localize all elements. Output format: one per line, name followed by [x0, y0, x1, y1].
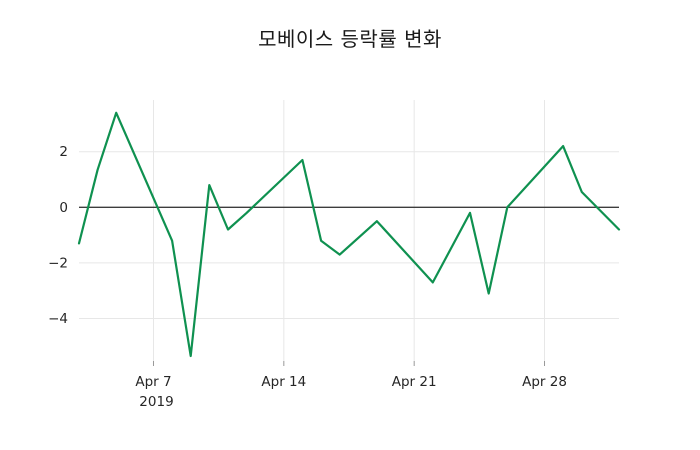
y-tick-label: 0: [59, 200, 68, 216]
x-tick-label: Apr 7: [135, 374, 171, 390]
x-year-label: 2019: [139, 394, 173, 410]
x-tick-label: Apr 21: [392, 374, 437, 390]
x-tick-label: Apr 28: [522, 374, 567, 390]
y-tick-label: 2: [59, 144, 68, 160]
x-tick-label: Apr 14: [261, 374, 306, 390]
y-tick-label: −4: [48, 311, 68, 327]
data-line-series: [77, 111, 621, 358]
y-tick-label: −2: [48, 255, 68, 271]
chart-title: 모베이스 등락률 변화: [258, 27, 442, 51]
